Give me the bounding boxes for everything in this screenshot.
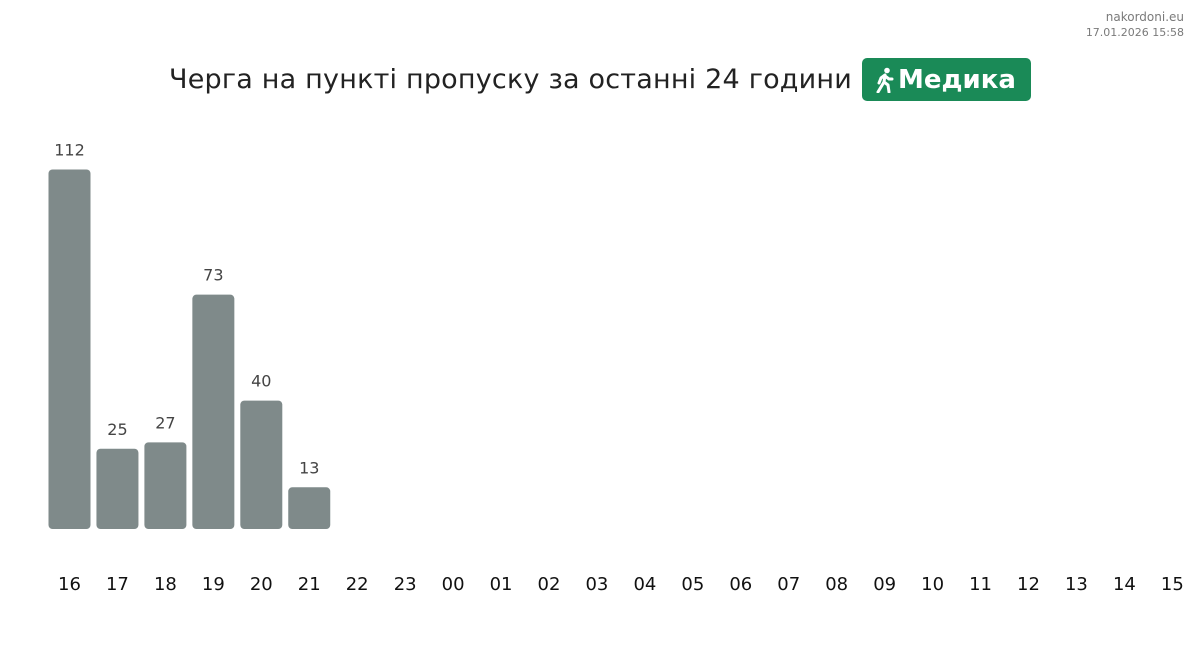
x-tick-label-05: 05 — [681, 574, 704, 595]
bar-value-label-20: 40 — [251, 372, 271, 391]
chart-header: Черга на пункті пропуску за останні 24 г… — [0, 58, 1200, 101]
x-tick-label-21: 21 — [298, 574, 321, 595]
bar-17 — [96, 448, 139, 529]
watermark: nakordoni.eu 17.01.2026 15:58 — [1086, 9, 1184, 40]
x-tick-label-09: 09 — [873, 574, 896, 595]
bar-19 — [192, 294, 235, 529]
x-tick-label-19: 19 — [202, 574, 225, 595]
x-tick-label-02: 02 — [538, 574, 561, 595]
x-tick-label-22: 22 — [346, 574, 369, 595]
x-tick-label-13: 13 — [1065, 574, 1088, 595]
x-tick-label-04: 04 — [633, 574, 656, 595]
x-tick-label-12: 12 — [1017, 574, 1040, 595]
bar-18 — [144, 442, 187, 529]
bar-value-label-18: 27 — [155, 413, 175, 432]
x-tick-label-23: 23 — [394, 574, 417, 595]
bar-value-label-16: 112 — [54, 140, 85, 159]
x-tick-label-14: 14 — [1113, 574, 1136, 595]
x-tick-label-00: 00 — [442, 574, 465, 595]
x-tick-label-03: 03 — [585, 574, 608, 595]
x-tick-label-06: 06 — [729, 574, 752, 595]
bar-value-label-17: 25 — [107, 420, 127, 439]
x-tick-label-07: 07 — [777, 574, 800, 595]
x-tick-label-16: 16 — [58, 574, 81, 595]
badge-label: Медика — [898, 64, 1016, 95]
x-tick-label-08: 08 — [825, 574, 848, 595]
bar-value-label-19: 73 — [203, 266, 223, 285]
bar-20 — [240, 400, 283, 529]
x-tick-label-17: 17 — [106, 574, 129, 595]
x-tick-label-18: 18 — [154, 574, 177, 595]
bar-16 — [48, 169, 91, 530]
timestamp: 17.01.2026 15:58 — [1085, 26, 1184, 39]
site-name: nakordoni.eu — [1105, 10, 1184, 24]
x-tick-label-15: 15 — [1161, 574, 1184, 595]
checkpoint-badge: Медика — [862, 58, 1031, 101]
x-tick-label-10: 10 — [921, 574, 944, 595]
chart-title: Черга на пункті пропуску за останні 24 г… — [169, 64, 853, 95]
bar-value-label-21: 13 — [299, 458, 319, 477]
bar-21 — [288, 487, 331, 529]
x-tick-label-01: 01 — [490, 574, 513, 595]
pedestrian-icon — [876, 67, 894, 93]
x-tick-label-11: 11 — [969, 574, 992, 595]
x-tick-label-20: 20 — [250, 574, 273, 595]
